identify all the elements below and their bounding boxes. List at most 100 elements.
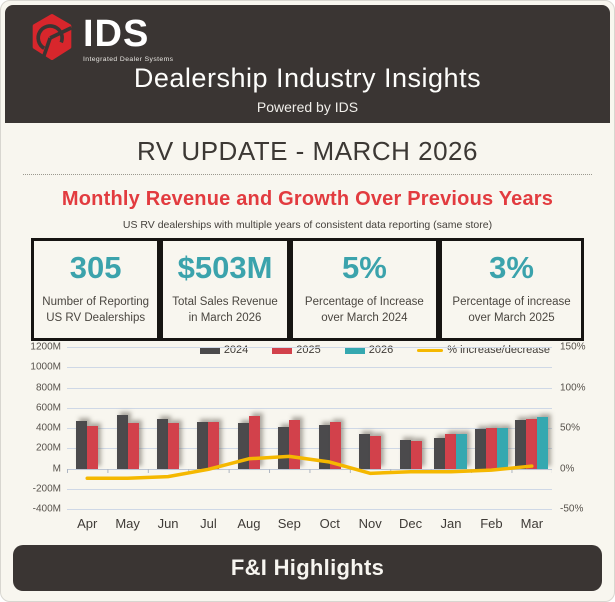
right-axis-tick: -50% xyxy=(560,503,584,515)
gridline xyxy=(67,347,552,349)
fi-highlights-banner: F&I Highlights xyxy=(13,545,602,592)
gridline xyxy=(67,407,552,409)
bar-2024-dec xyxy=(399,440,411,469)
month-label: Apr xyxy=(77,516,98,532)
ids-logo-tagline: Integrated Dealer Systems xyxy=(83,56,174,63)
bar-2025-feb xyxy=(485,427,497,469)
bar-2025-jul xyxy=(208,421,220,469)
stat-dealerships: 305 Number of Reporting US RV Dealership… xyxy=(31,238,161,342)
chart-month-labels: Apr May Jun Jul Aug Sep Oct Nov Dec Jan Feb Mar xyxy=(67,509,552,533)
stat-label: Number of Reporting US RV Dealerships xyxy=(42,296,150,324)
month-label: Aug xyxy=(237,516,261,532)
bar-2025-jan xyxy=(445,433,457,469)
month-label: Nov xyxy=(358,516,382,532)
legend-line-swatch-icon xyxy=(417,348,444,352)
bar-2024-may xyxy=(116,415,128,469)
gridline xyxy=(67,488,552,490)
left-axis-tick: 1000M xyxy=(30,361,61,373)
bar-2026-feb xyxy=(496,427,508,469)
right-axis-tick: 150% xyxy=(560,341,586,353)
legend-swatch-icon xyxy=(344,346,365,354)
chart-left-axis: 1200M 1000M 800M 600M 400M 200M M -200M -400M xyxy=(19,342,67,515)
bar-2024-sep xyxy=(278,427,290,469)
stat-increase-2024: 5% Percentage of Increase over March 202… xyxy=(289,238,440,342)
month-label: Oct xyxy=(319,516,340,532)
bar-2026-jan xyxy=(456,433,468,469)
bar-2025-dec xyxy=(410,441,422,469)
zero-axis-ticks xyxy=(67,468,552,473)
left-axis-tick: 800M xyxy=(35,382,61,394)
bar-2024-apr xyxy=(76,421,88,469)
page-subtitle: Powered by IDS xyxy=(256,99,359,115)
stat-label: Total Sales Revenue in March 2026 xyxy=(172,296,278,324)
legend-swatch-icon xyxy=(272,346,293,354)
month-label: Mar xyxy=(520,516,544,532)
chart-note: US RV dealerships with multiple years of… xyxy=(122,219,493,231)
bar-2025-may xyxy=(127,422,139,469)
bar-2024-nov xyxy=(359,434,371,469)
chart-heading: Monthly Revenue and Growth Over Previous… xyxy=(61,188,554,210)
chart-right-axis: 150% 100% 50% 0% -50% xyxy=(552,342,596,515)
right-axis-tick: 100% xyxy=(560,382,586,394)
left-axis-tick: M xyxy=(52,463,61,475)
percent-line xyxy=(67,347,552,509)
ids-logo-mark-icon xyxy=(32,13,73,61)
right-axis-tick: 0% xyxy=(560,463,575,475)
bar-2024-feb xyxy=(474,429,486,469)
left-axis-tick: 200M xyxy=(35,442,61,454)
left-axis-tick: 600M xyxy=(35,402,61,414)
chart-plot: 2024 2025 2026% increase/decrease xyxy=(67,344,552,511)
bar-2024-aug xyxy=(237,423,249,469)
ids-logo: IDS Integrated Dealer Systems xyxy=(29,13,173,63)
header: IDS Integrated Dealer Systems Dealership… xyxy=(5,5,610,123)
stat-label: Percentage of Increase over March 2024 xyxy=(304,296,424,324)
month-label: Jul xyxy=(200,516,217,532)
stat-increase-2025: 3% Percentage of increase over March 202… xyxy=(439,238,585,342)
dotted-divider xyxy=(23,174,592,175)
bar-2024-jul xyxy=(197,421,209,469)
gridline xyxy=(67,509,552,511)
bar-2025-nov xyxy=(370,435,382,469)
stat-value: 3% xyxy=(489,250,534,285)
gridline xyxy=(67,367,552,369)
bar-2024-jan xyxy=(434,438,446,469)
bar-2024-oct xyxy=(318,424,330,469)
left-axis-tick: -200M xyxy=(32,483,61,495)
month-label: Jan xyxy=(440,516,462,532)
bar-2025-apr xyxy=(87,426,99,469)
fi-highlights-label: F&I Highlights xyxy=(230,555,385,581)
revenue-chart: 1200M 1000M 800M 600M 400M 200M M -200M -400M 20… xyxy=(19,342,596,533)
month-label: Jun xyxy=(157,516,179,532)
month-label: Dec xyxy=(399,516,423,532)
left-axis-tick: 400M xyxy=(35,422,61,434)
month-label: May xyxy=(115,516,140,532)
stat-value: $503M xyxy=(177,250,273,285)
bar-2025-sep xyxy=(289,420,301,469)
ids-logo-text-block: IDS Integrated Dealer Systems xyxy=(83,15,173,63)
section-title: RV UPDATE - MARCH 2026 xyxy=(137,136,478,166)
bar-2026-mar xyxy=(537,417,549,469)
stat-label: Percentage of increase over March 2025 xyxy=(452,296,571,324)
month-label: Sep xyxy=(277,516,301,532)
stats-row: 305 Number of Reporting US RV Dealership… xyxy=(31,238,585,342)
page-title: Dealership Industry Insights xyxy=(133,63,482,93)
stat-value: 5% xyxy=(341,250,387,285)
stat-total-revenue: $503M Total Sales Revenue in March 2026 xyxy=(160,238,290,342)
gridline xyxy=(67,448,552,450)
left-axis-tick: -400M xyxy=(32,503,61,515)
stat-value: 305 xyxy=(69,250,122,285)
ids-logo-text: IDS xyxy=(83,13,150,55)
legend-swatch-icon xyxy=(199,346,220,354)
left-axis-tick: 1200M xyxy=(30,341,61,353)
bar-2025-mar xyxy=(526,419,538,469)
month-label: Feb xyxy=(480,516,503,532)
right-axis-tick: 50% xyxy=(560,422,581,434)
bar-2025-oct xyxy=(329,421,341,469)
gridline xyxy=(67,428,552,430)
bar-2024-mar xyxy=(515,420,527,469)
bar-2025-jun xyxy=(168,423,180,469)
gridline xyxy=(67,387,552,389)
bar-2024-jun xyxy=(157,418,169,469)
bar-2025-aug xyxy=(248,415,260,469)
